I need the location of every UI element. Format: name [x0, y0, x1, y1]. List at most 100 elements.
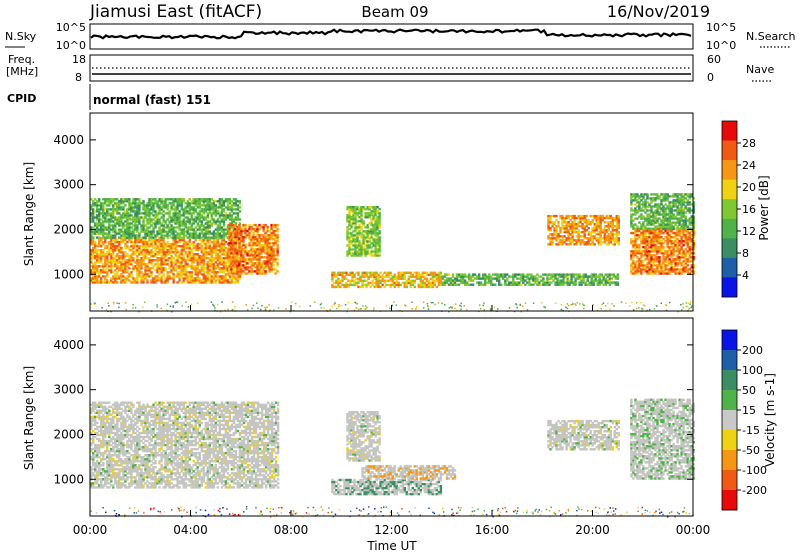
heatmap-cell — [652, 223, 655, 226]
heatmap-cell — [180, 269, 183, 272]
heatmap-cell — [591, 239, 594, 242]
heatmap-cell — [256, 256, 259, 259]
heatmap-cell — [575, 216, 578, 220]
heatmap-cell — [136, 240, 139, 244]
heatmap-cell — [130, 263, 133, 266]
heatmap-cell — [146, 210, 149, 213]
heatmap-cell — [128, 279, 131, 282]
heatmap-cell — [590, 277, 593, 280]
heatmap-cell — [258, 252, 261, 255]
heatmap-cell — [366, 248, 369, 251]
heatmap-cell — [360, 244, 363, 247]
heatmap-cell — [652, 219, 655, 222]
heatmap-cell — [196, 202, 199, 205]
heatmap-cell — [126, 240, 129, 244]
heatmap-cell — [118, 267, 121, 270]
heatmap-cell — [358, 220, 361, 223]
heatmap-cell — [656, 213, 659, 216]
heatmap-cell — [160, 228, 163, 231]
heatmap-cell — [186, 228, 189, 231]
heatmap-cell — [650, 221, 653, 224]
heatmap-cell — [634, 252, 637, 255]
heatmap-cell — [94, 242, 97, 246]
heatmap-cell — [238, 240, 241, 243]
heatmap-cell — [439, 279, 443, 283]
heatmap-cell — [343, 271, 346, 275]
heatmap-cell — [664, 219, 667, 222]
heatmap-cell — [234, 238, 237, 241]
heatmap-cell — [258, 262, 261, 265]
heatmap-cell — [182, 234, 185, 237]
heatmap-cell — [110, 267, 113, 270]
heatmap-cell — [603, 225, 607, 228]
heatmap-cell — [356, 238, 359, 241]
heatmap-cell — [146, 208, 149, 211]
heatmap-cell — [383, 285, 386, 289]
heatmap-cell — [104, 259, 107, 262]
heatmap-cell — [114, 218, 117, 221]
heatmap-cell — [272, 244, 275, 247]
heatmap-cell — [613, 241, 617, 244]
heatmap-cell — [551, 225, 554, 228]
heatmap-cell — [106, 257, 109, 260]
heatmap-cell — [146, 251, 149, 254]
heatmap-cell — [124, 246, 127, 250]
heatmap-cell — [630, 250, 633, 253]
heatmap-cell — [576, 277, 579, 280]
heatmap-cell — [198, 234, 201, 237]
heatmap-cell — [274, 234, 277, 237]
heatmap-cell — [234, 273, 238, 276]
heatmap-cell — [218, 269, 222, 272]
heatmap-cell — [638, 246, 641, 249]
heatmap-cell — [389, 283, 392, 287]
heatmap-cell — [228, 244, 231, 247]
heatmap-region — [228, 223, 279, 275]
heatmap-cell — [335, 273, 338, 277]
heatmap-cell — [477, 275, 481, 278]
heatmap-cell — [100, 271, 103, 274]
heatmap-cell — [646, 213, 649, 216]
heatmap-cell — [176, 226, 179, 229]
heatmap-cell — [360, 226, 363, 229]
heatmap-cell — [640, 256, 643, 259]
heatmap-cell — [520, 275, 523, 278]
heatmap-cell — [116, 246, 119, 250]
heatmap-cell — [652, 264, 655, 267]
heatmap-cell — [116, 249, 119, 252]
heatmap-cell — [100, 238, 103, 242]
heatmap-cell — [573, 227, 576, 230]
heatmap-cell — [555, 229, 558, 232]
heatmap-cell — [138, 238, 141, 242]
heatmap-cell — [238, 273, 242, 276]
heatmap-cell — [670, 268, 673, 271]
heatmap-cell — [210, 198, 214, 201]
heatmap-cell — [407, 281, 411, 285]
heatmap-cell — [362, 250, 365, 253]
heatmap-cell — [210, 204, 214, 207]
heatmap-cell — [378, 216, 381, 219]
heatmap-cell — [168, 246, 171, 250]
heatmap-cell — [640, 225, 643, 228]
heatmap-cell — [164, 277, 167, 280]
heatmap-cell — [652, 221, 655, 224]
heatmap-cell — [547, 223, 550, 226]
heatmap-cell — [646, 217, 649, 220]
heatmap-cell — [220, 218, 224, 221]
heatmap-cell — [613, 216, 617, 220]
heatmap-cell — [644, 266, 647, 269]
heatmap-cell — [569, 223, 572, 226]
heatmap-cell — [210, 279, 214, 282]
heatmap-cell — [260, 252, 263, 255]
heatmap-cell — [354, 210, 357, 213]
heatmap-cell — [557, 223, 560, 226]
heatmap-cell — [158, 218, 161, 221]
heatmap-cell — [224, 267, 228, 270]
heatmap-cell — [220, 279, 224, 282]
heatmap-cell — [98, 224, 101, 227]
heatmap-cell — [599, 225, 602, 228]
heatmap-cell — [98, 212, 101, 215]
heatmap-cell — [220, 240, 224, 244]
heatmap-cell — [114, 198, 117, 201]
heatmap-cell — [362, 242, 365, 245]
heatmap-cell — [114, 222, 117, 225]
